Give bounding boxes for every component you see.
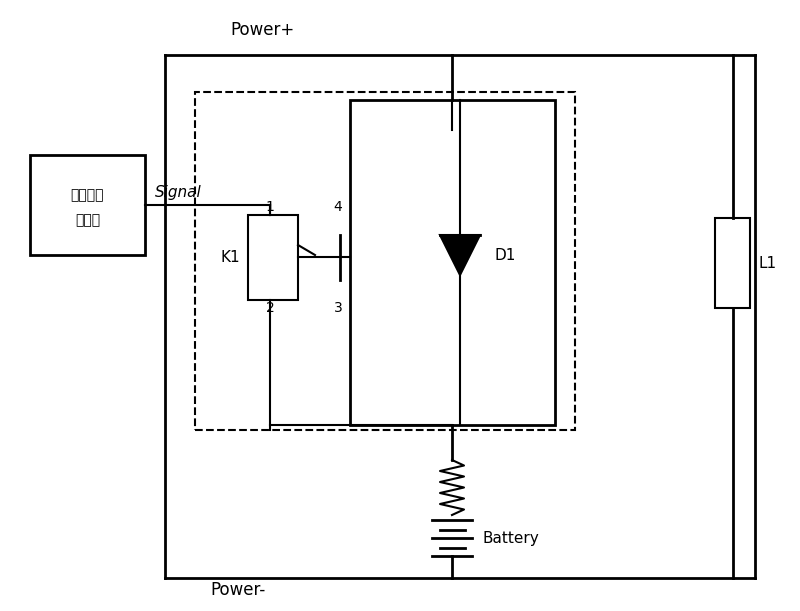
- Text: 电　路: 电 路: [75, 213, 100, 227]
- Text: D1: D1: [495, 247, 516, 263]
- Text: 1: 1: [266, 200, 274, 214]
- Bar: [248, 215, 298, 300]
- Polygon shape: [440, 235, 480, 275]
- Text: K1: K1: [220, 250, 240, 265]
- Text: Power+: Power+: [230, 21, 294, 39]
- Text: 2: 2: [266, 301, 274, 315]
- Bar: [350, 100, 555, 425]
- Text: Signal: Signal: [155, 185, 202, 200]
- Text: Power-: Power-: [210, 581, 266, 599]
- Text: Battery: Battery: [482, 530, 538, 546]
- Text: L1: L1: [758, 255, 776, 271]
- Bar: [195, 92, 575, 430]
- Text: 3: 3: [334, 301, 342, 315]
- Text: 微机控制: 微机控制: [70, 188, 104, 202]
- Bar: [715, 218, 750, 308]
- Text: 4: 4: [334, 200, 342, 214]
- Bar: [30, 155, 145, 255]
